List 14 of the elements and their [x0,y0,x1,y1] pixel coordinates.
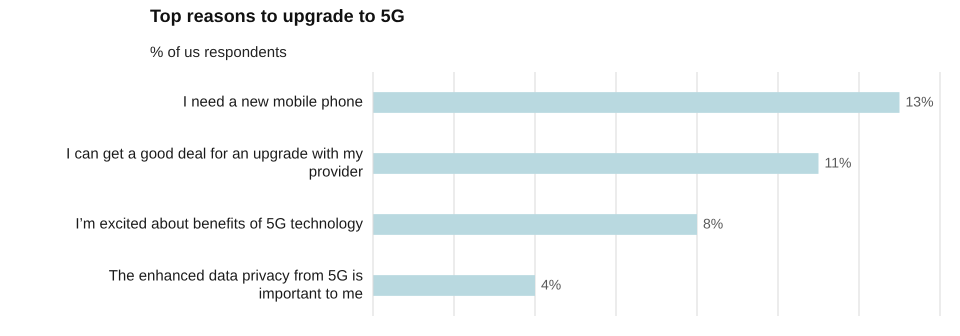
bar [374,214,697,235]
bar [374,92,900,113]
y-tick-label: I can get a good deal for an upgrade with my provider [66,146,364,181]
y-tick-label: I’m excited about benefits of 5G technology [75,216,364,233]
data-label: 13% [906,93,934,110]
bar [374,275,535,296]
y-tick-label: I need a new mobile phone [182,94,363,111]
text: % of us respondents [150,44,287,61]
data-label: 11% [824,154,852,170]
bar [374,153,818,174]
data-label: 8% [703,215,724,232]
data-label: 4% [541,276,562,292]
chart-title: Top reasons to upgrade to 5G [150,6,405,27]
y-tick-label: The enhanced data privacy from 5G is important to me [108,268,363,303]
